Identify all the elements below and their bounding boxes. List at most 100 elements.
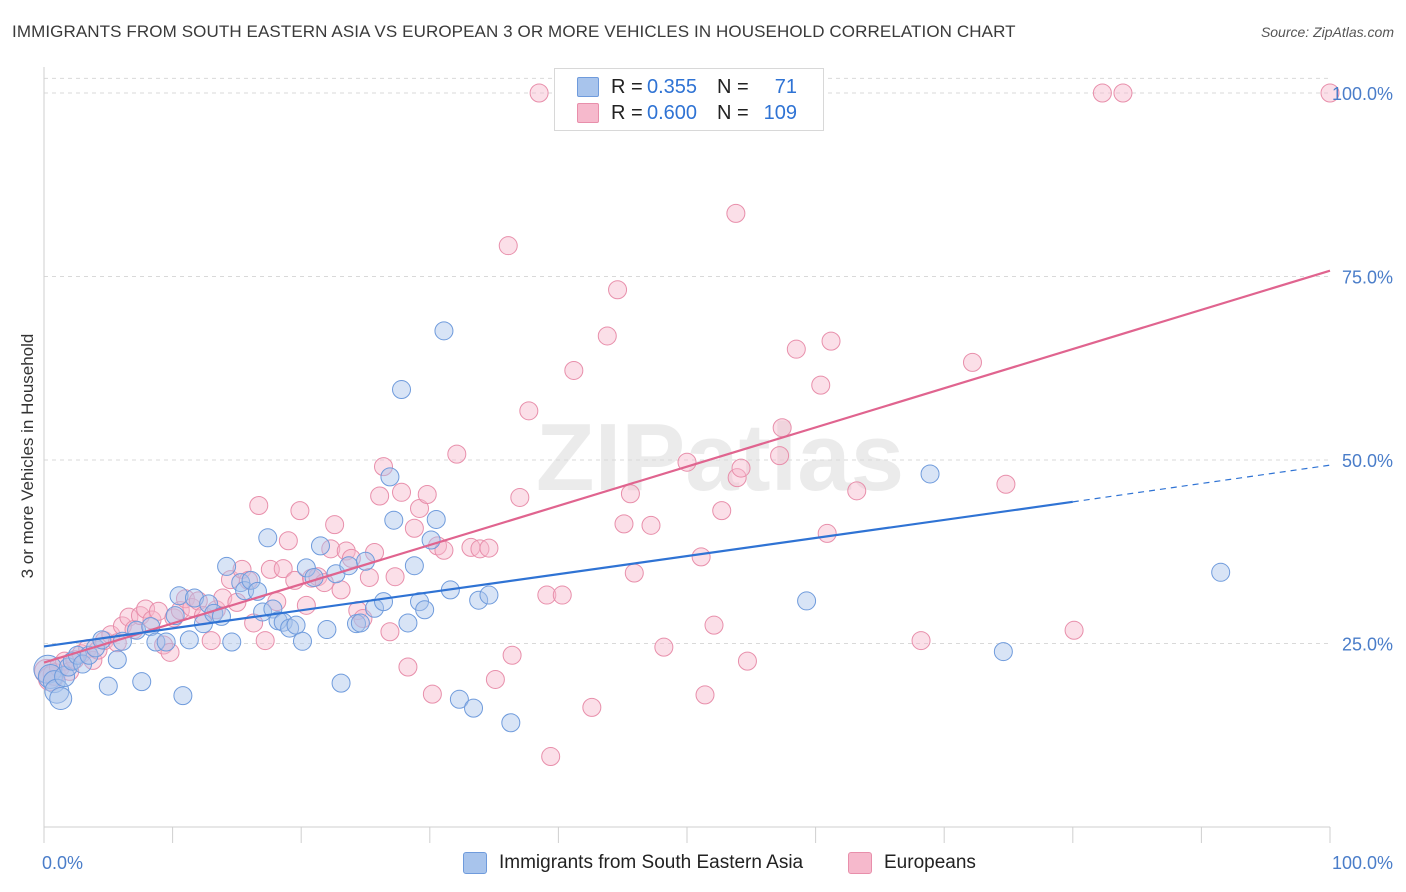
data-point <box>772 418 792 438</box>
data-point <box>597 326 617 346</box>
data-point <box>380 467 400 487</box>
data-point <box>797 591 817 611</box>
data-point <box>1092 83 1112 103</box>
data-point <box>173 686 193 706</box>
legend-r-label: R = <box>611 101 643 124</box>
data-point <box>962 352 982 372</box>
trend-line-southeast-asia-projection <box>1072 464 1331 503</box>
data-point <box>541 747 561 767</box>
data-point <box>817 523 837 543</box>
legend-r-label: R = <box>611 75 643 98</box>
data-point <box>227 592 247 612</box>
data-point <box>811 375 831 395</box>
data-point <box>350 613 370 633</box>
chart-title: IMMIGRANTS FROM SOUTH EASTERN ASIA VS EU… <box>12 22 1016 41</box>
data-point <box>502 645 522 665</box>
data-point <box>132 672 152 692</box>
data-point <box>107 650 127 670</box>
data-point <box>1113 83 1133 103</box>
data-point <box>695 685 715 705</box>
data-point <box>217 556 237 576</box>
data-point <box>417 485 437 505</box>
data-point <box>449 689 469 709</box>
legend-item-southeast-asia[interactable]: Immigrants from South Eastern Asia <box>463 852 803 874</box>
data-point <box>415 600 435 620</box>
data-point <box>201 631 221 651</box>
data-point <box>712 501 732 521</box>
data-point <box>426 509 446 529</box>
legend-n-label: N = <box>717 75 749 98</box>
data-point <box>464 698 484 718</box>
data-point <box>1064 620 1084 640</box>
x-tick-label: 0.0% <box>42 853 83 873</box>
data-point <box>331 673 351 693</box>
data-point <box>384 510 404 530</box>
gridlines <box>44 77 1330 645</box>
legend-r-value: 0.355 <box>647 75 698 98</box>
legend-swatch-pink <box>577 103 599 123</box>
data-point <box>278 531 298 551</box>
legend-row-europeans: R = 0.600 N = 109 <box>577 101 797 125</box>
data-point <box>737 651 757 671</box>
stats-legend: R = 0.355 N = 71 R = 0.600 N = 109 <box>554 68 824 131</box>
data-point <box>170 600 190 620</box>
data-point <box>292 631 312 651</box>
data-point <box>222 632 242 652</box>
data-point <box>398 613 418 633</box>
data-point <box>310 536 330 556</box>
data-point <box>422 684 442 704</box>
legend-n-value: 109 <box>763 101 797 124</box>
data-point <box>404 556 424 576</box>
data-point <box>447 444 467 464</box>
trend-line-southeast-asia <box>43 500 1073 648</box>
tick-labels: 25.0% 50.0% 75.0% 100.0% 0.0% 100.0% <box>42 84 1393 873</box>
trend-lines <box>43 269 1331 664</box>
data-point <box>380 622 400 642</box>
y-tick-label: 100.0% <box>1332 84 1393 104</box>
legend-swatch-blue <box>463 852 487 874</box>
data-point <box>726 203 746 223</box>
data-point <box>582 697 602 717</box>
data-point <box>1320 83 1340 103</box>
x-tick-label: 100.0% <box>1332 853 1393 873</box>
data-point <box>691 547 711 567</box>
data-point <box>770 446 790 466</box>
data-point <box>179 630 199 650</box>
data-point <box>821 331 841 351</box>
data-point <box>359 567 379 587</box>
data-point <box>498 236 518 256</box>
data-point <box>786 339 806 359</box>
y-tick-label: 75.0% <box>1342 268 1393 288</box>
legend-r-value: 0.600 <box>647 101 698 124</box>
data-point <box>286 615 306 635</box>
data-point <box>996 474 1016 494</box>
data-point <box>296 558 316 578</box>
data-point <box>624 563 644 583</box>
data-point <box>169 586 189 606</box>
data-point <box>83 650 103 670</box>
data-point <box>1211 562 1231 582</box>
data-point <box>258 528 278 548</box>
legend-label: Immigrants from South Eastern Asia <box>499 852 804 873</box>
source-label: Source: ZipAtlas.com <box>1260 24 1394 40</box>
data-point <box>620 484 640 504</box>
axes <box>43 67 1331 843</box>
data-point <box>993 642 1013 662</box>
data-point <box>434 321 454 341</box>
data-point <box>564 360 584 380</box>
data-point <box>290 501 310 521</box>
series-southeast-asia <box>33 321 1231 733</box>
legend-row-southeast-asia: R = 0.355 N = 71 <box>577 75 797 99</box>
data-point <box>154 635 174 655</box>
data-point <box>501 713 521 733</box>
legend-n-value: 71 <box>774 75 797 98</box>
data-point <box>160 642 180 662</box>
legend-item-europeans[interactable]: Europeans <box>848 852 976 874</box>
data-point <box>911 631 931 651</box>
y-tick-label: 25.0% <box>1342 635 1393 655</box>
data-point <box>392 482 412 502</box>
data-point <box>847 481 867 501</box>
data-point <box>374 592 394 612</box>
series-legend: Immigrants from South Eastern Asia Europ… <box>0 852 1406 876</box>
